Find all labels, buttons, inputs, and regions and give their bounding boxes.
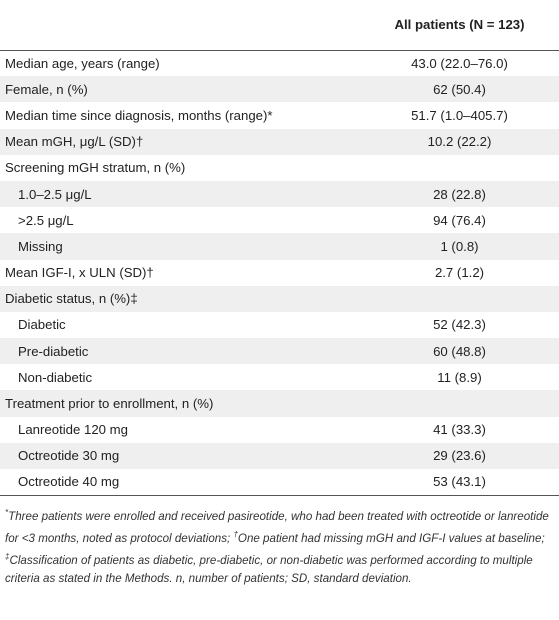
row-label: Octreotide 40 mg xyxy=(0,469,360,496)
table-row: Octreotide 30 mg 29 (23.6) xyxy=(0,442,559,469)
row-value xyxy=(360,155,559,181)
row-label: Screening mGH stratum, n (%) xyxy=(5,160,186,176)
row-value: 52 (42.3) xyxy=(433,317,486,333)
table-row: Mean IGF-I, x ULN (SD)† 2.7 (1.2) xyxy=(0,260,559,286)
row-value: 1 (0.8) xyxy=(440,238,479,254)
row-label: Median time since diagnosis, months (ran… xyxy=(5,107,273,123)
row-label: Non-diabetic xyxy=(18,369,93,385)
header-all-patients: All patients (N = 123) xyxy=(360,0,559,51)
table-row: Median age, years (range) 43.0 (22.0–76.0… xyxy=(0,50,559,76)
row-value: 41 (33.3) xyxy=(433,422,486,438)
footnote-dagger-text: One patient had missing mGH and IGF-I va… xyxy=(237,531,545,545)
table-row: 1.0–2.5 μg/L 28 (22.8) xyxy=(0,180,559,208)
table-row: Diabetic 52 (42.3) xyxy=(0,312,559,338)
row-label: Diabetic status, n (%)‡ xyxy=(5,291,138,307)
row-label: Lanreotide 120 mg xyxy=(18,422,128,438)
table-row: Non-diabetic 11 (8.9) xyxy=(0,364,559,390)
table-row: Screening mGH stratum, n (%) xyxy=(0,155,559,181)
row-label: Female, n (%) xyxy=(5,81,88,97)
table-row: Median time since diagnosis, months (ran… xyxy=(0,102,559,128)
row-label: Median age, years (range) xyxy=(5,55,160,71)
row-value: 10.2 (22.2) xyxy=(427,134,492,150)
table-row: Mean mGH, μg/L (SD)† 10.2 (22.2) xyxy=(0,128,559,155)
table-row: >2.5 μg/L 94 (76.4) xyxy=(0,207,559,233)
footnote-star-text: Three patients were enrolled and receive… xyxy=(5,509,549,545)
table-row: Pre-diabetic 60 (48.8) xyxy=(0,338,559,365)
row-value: 53 (43.1) xyxy=(360,469,559,496)
row-label: Diabetic xyxy=(18,317,66,333)
footnote-ddagger-text: Classification of patients as diabetic, … xyxy=(5,553,533,586)
row-label: Treatment prior to enrollment, n (%) xyxy=(5,396,214,412)
header-label-cell xyxy=(0,0,360,51)
table-header-row: All patients (N = 123) xyxy=(0,0,559,51)
row-value: 29 (23.6) xyxy=(433,448,486,464)
row-value: 11 (8.9) xyxy=(437,369,482,385)
row-value: 60 (48.8) xyxy=(433,343,486,359)
row-label: Pre-diabetic xyxy=(18,343,89,359)
row-label: Missing xyxy=(18,238,63,254)
table-row: Missing 1 (0.8) xyxy=(0,233,559,260)
table-footnote: *Three patients were enrolled and receiv… xyxy=(0,496,559,589)
row-label: Mean mGH, μg/L (SD)† xyxy=(5,134,144,150)
row-label: 1.0–2.5 μg/L xyxy=(18,186,92,202)
footnote-star-mark: * xyxy=(5,507,9,517)
row-value: 51.7 (1.0–405.7) xyxy=(411,107,508,123)
row-value xyxy=(360,390,559,416)
row-value: 62 (50.4) xyxy=(433,81,486,97)
row-value xyxy=(360,286,559,312)
footnote-ddagger-mark: ‡ xyxy=(5,552,10,561)
row-label: Mean IGF-I, x ULN (SD)† xyxy=(5,265,154,281)
table-body: Median age, years (range) 43.0 (22.0–76.0… xyxy=(0,50,559,496)
row-value: 94 (76.4) xyxy=(433,212,486,228)
table-row: Octreotide 40 mg 53 (43.1) xyxy=(0,469,559,496)
footnote-dagger-mark: † xyxy=(233,529,238,539)
patient-characteristics-table: All patients (N = 123) Median age, years… xyxy=(0,0,559,496)
row-value: 28 (22.8) xyxy=(433,186,486,202)
row-value: 2.7 (1.2) xyxy=(434,265,485,281)
table-row: Diabetic status, n (%)‡ xyxy=(0,285,559,312)
row-label: Octreotide 30 mg xyxy=(18,448,120,464)
table-row: Lanreotide 120 mg 41 (33.3) xyxy=(0,417,559,443)
row-value: 43.0 (22.0–76.0) xyxy=(411,55,508,71)
row-label: >2.5 μg/L xyxy=(18,212,74,228)
table-row: Treatment prior to enrollment, n (%) xyxy=(0,390,559,417)
table-row: Female, n (%) 62 (50.4) xyxy=(0,76,559,103)
